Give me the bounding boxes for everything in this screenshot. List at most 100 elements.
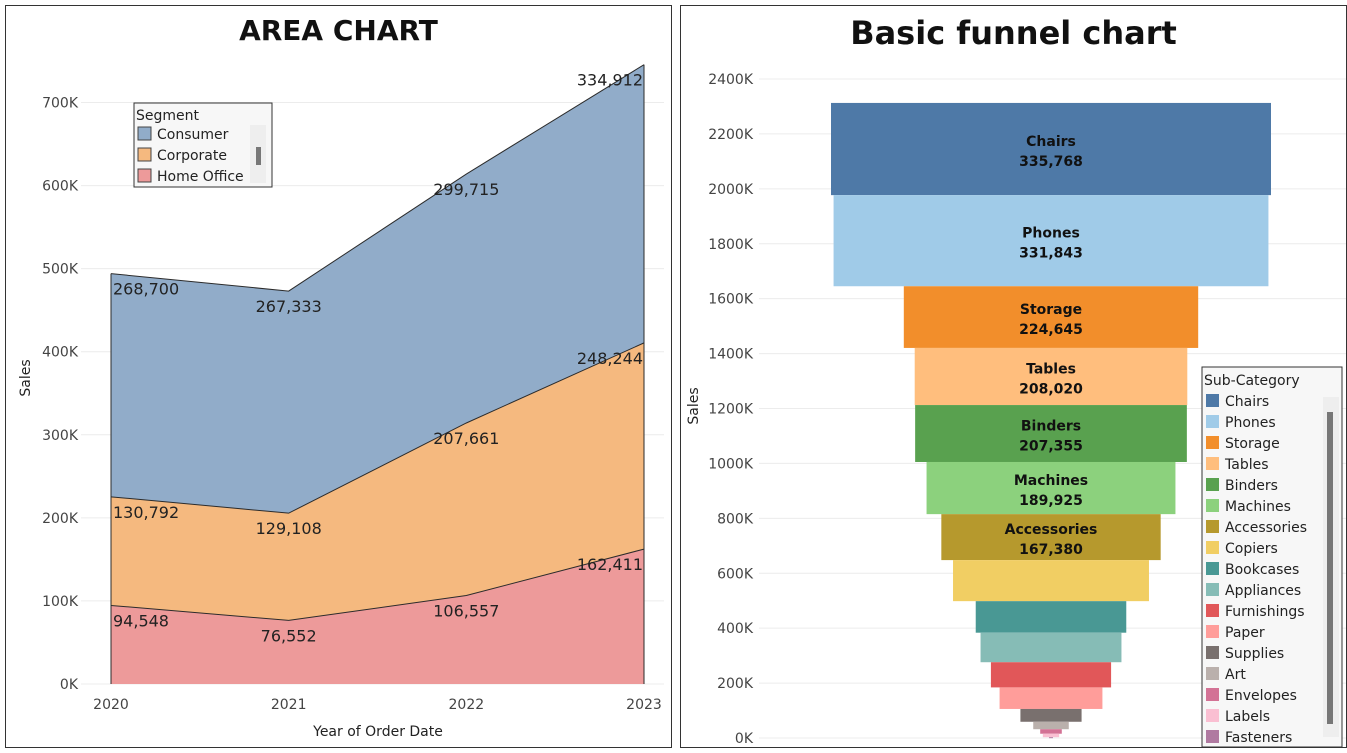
funnel-bar-value: 335,768 [1019, 154, 1083, 170]
legend-swatch [1206, 730, 1219, 743]
legend-item-label: Envelopes [1225, 688, 1297, 704]
funnel-bar-supplies [1020, 708, 1082, 722]
area-chart-panel: AREA CHART 0K 100K 200K 300K 400K 500K 600K 700… [5, 5, 672, 748]
data-label: 267,333 [256, 297, 322, 316]
y-axis-title: Sales [18, 359, 34, 396]
legend-swatch [1206, 478, 1219, 491]
y-tick-label: 1200K [708, 402, 754, 418]
area-chart-title: AREA CHART [239, 14, 438, 47]
funnel-bar-value: 208,020 [1019, 381, 1083, 397]
legend-swatch [1206, 457, 1219, 470]
legend-swatch [1206, 646, 1219, 659]
y-tick-label: 500K [42, 262, 79, 278]
legend-item-label: Tables [1224, 457, 1269, 473]
legend-title: Segment [136, 108, 200, 124]
legend-item-label: Storage [1225, 436, 1280, 452]
funnel-bar-value: 189,925 [1019, 493, 1083, 509]
legend-item-label: Binders [1225, 478, 1278, 494]
legend-title: Sub-Category [1204, 373, 1300, 389]
x-tick-label: 2021 [271, 697, 307, 713]
legend-item-label: Art [1225, 667, 1246, 683]
segment-legend [133, 102, 273, 188]
legend-item-label: Machines [1225, 499, 1291, 515]
data-label: 334,912 [577, 71, 643, 90]
y-tick-label: 1400K [708, 347, 754, 363]
legend-item-label: Paper [1225, 625, 1265, 641]
y-tick-label: 200K [717, 676, 754, 692]
legend-scrollbar[interactable] [1327, 412, 1333, 724]
y-axis-title: Sales [686, 387, 702, 424]
funnel-bar-machines [926, 461, 1176, 515]
y-tick-label: 600K [42, 179, 79, 195]
legend-item-label: Fasteners [1225, 730, 1292, 746]
legend-swatch [137, 168, 152, 183]
funnel-chart-title: Basic funnel chart [850, 14, 1177, 52]
data-label: 76,552 [261, 626, 317, 645]
legend-item-label: Corporate [157, 148, 227, 164]
y-tick-label: 400K [42, 345, 79, 361]
funnel-bar-value: 224,645 [1019, 322, 1083, 338]
legend-swatch [137, 147, 152, 162]
y-tick-label: 300K [42, 428, 79, 444]
y-tick-label: 1800K [708, 237, 754, 253]
legend-swatch [1206, 709, 1219, 722]
legend-item-label: Consumer [157, 127, 229, 143]
funnel-bar-name: Storage [1020, 302, 1082, 318]
data-label: 130,792 [113, 503, 179, 522]
y-tick-label: 700K [42, 96, 79, 112]
area-corporate [111, 342, 644, 621]
legend-scrollbar[interactable] [256, 147, 261, 165]
funnel-bar-bookcases [975, 601, 1127, 633]
legend-item-label: Phones [1225, 415, 1276, 431]
y-tick-label: 800K [717, 511, 754, 527]
y-tick-label: 1000K [708, 456, 754, 472]
funnel-bar-name: Machines [1014, 473, 1088, 489]
funnel-bar-name: Binders [1021, 419, 1081, 435]
legend-swatch [1206, 436, 1219, 449]
y-tick-label: 600K [717, 566, 754, 582]
funnel-bar-copiers [953, 560, 1149, 602]
legend-item-label: Chairs [1225, 394, 1269, 410]
y-tick-label: 0K [60, 677, 79, 693]
funnel-bar-value: 207,355 [1019, 439, 1083, 455]
y-tick-label: 2000K [708, 182, 754, 198]
funnel-bar-storage [903, 286, 1199, 348]
legend-swatch [137, 126, 152, 141]
legend-item-label: Bookcases [1225, 562, 1299, 578]
funnel-bar-appliances [980, 632, 1122, 663]
area-home-office [111, 549, 644, 684]
area-boundary-line [110, 64, 645, 292]
funnel-chart-panel: Basic funnel chart 0K 200K 400K 600K 800K 100… [680, 5, 1347, 748]
data-label: 248,244 [577, 349, 643, 368]
funnel-bar-envelopes [1040, 729, 1062, 734]
legend-swatch [1206, 604, 1219, 617]
data-label: 268,700 [113, 280, 179, 299]
legend-item-label: Labels [1225, 709, 1270, 725]
legend-swatch [1206, 625, 1219, 638]
area-boundary-line [110, 342, 645, 514]
y-tick-label: 400K [717, 621, 754, 637]
legend-swatch [1206, 520, 1219, 533]
legend-swatch [1206, 415, 1219, 428]
data-label: 162,411 [577, 555, 643, 574]
y-tick-label: 0K [735, 731, 754, 747]
x-tick-label: 2020 [93, 697, 129, 713]
y-tick-label: 200K [42, 511, 79, 527]
legend-item-label: Supplies [1225, 646, 1284, 662]
subcategory-legend [1201, 366, 1343, 747]
legend-swatch [1206, 541, 1219, 554]
data-label: 207,661 [433, 429, 499, 448]
funnel-bar-name: Phones [1022, 226, 1080, 242]
legend-item-label: Accessories [1225, 520, 1307, 536]
data-label: 129,108 [256, 519, 322, 538]
funnel-chart-svg: 0K 200K 400K 600K 800K 1000K 1200K 1400K 1600K 18… [686, 72, 1346, 747]
funnel-bar-binders [915, 405, 1187, 462]
x-tick-label: 2022 [449, 697, 485, 713]
y-tick-label: 2200K [708, 127, 754, 143]
funnel-bar-name: Tables [1026, 361, 1076, 377]
funnel-bar-value: 167,380 [1019, 542, 1083, 558]
legend-item-label: Home Office [157, 169, 244, 185]
funnel-bar-name: Accessories [1005, 522, 1098, 538]
funnel-bar-phones [833, 195, 1269, 287]
funnel-bar-name: Chairs [1026, 134, 1076, 150]
